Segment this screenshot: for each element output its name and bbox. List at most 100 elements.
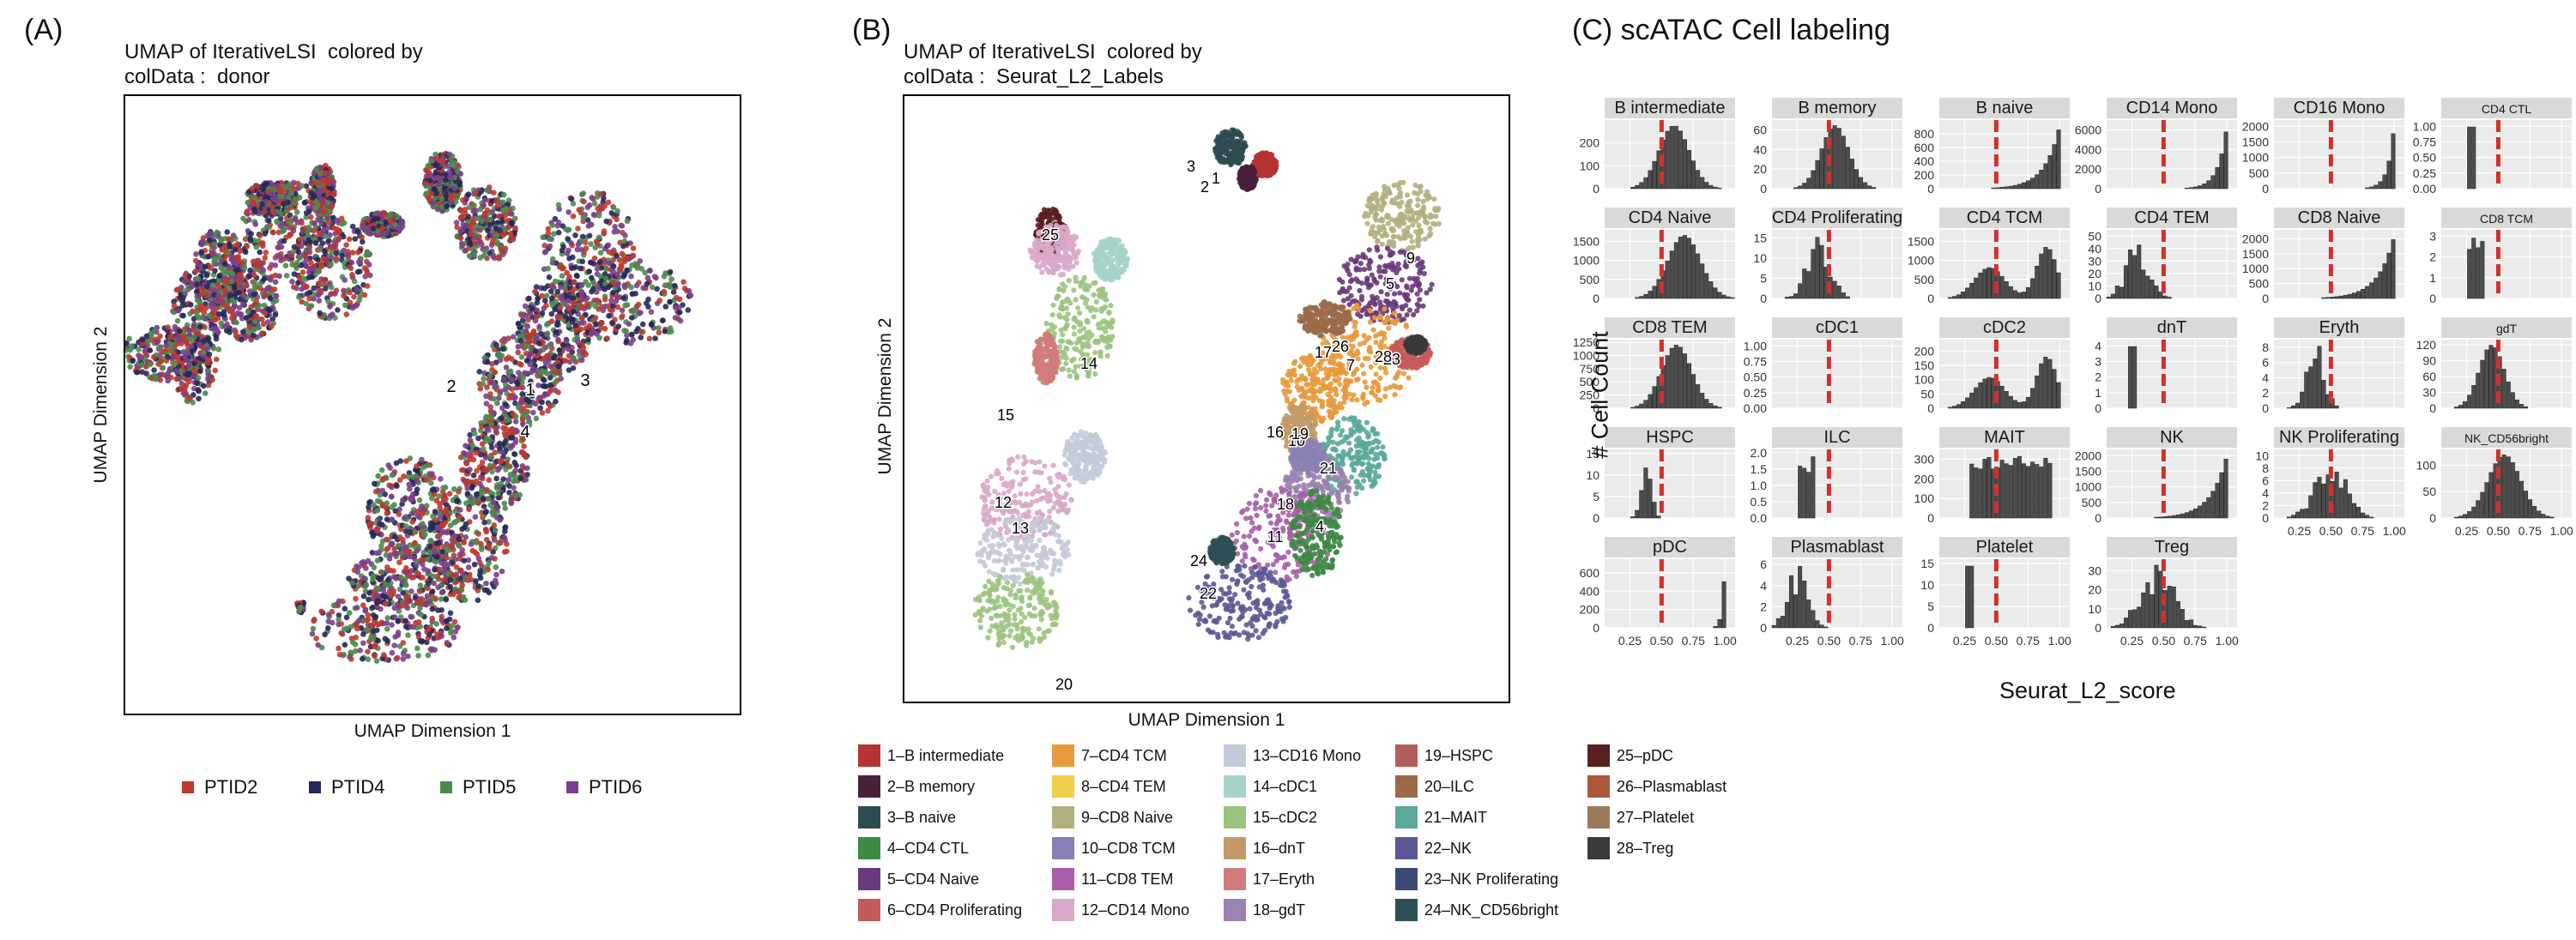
y-tick-label: 600	[1580, 566, 1600, 580]
facet-title: NK_CD56bright	[2464, 431, 2549, 445]
histogram-bar	[1635, 406, 1640, 409]
histogram-bar	[1806, 472, 1811, 519]
facet-title: NK	[2160, 428, 2184, 447]
legend-label: PTID2	[204, 776, 258, 798]
y-tick-label: 8	[2262, 461, 2269, 475]
histogram-bar	[1951, 296, 1956, 299]
histogram-bar	[2347, 493, 2352, 519]
facet-strip	[2441, 98, 2572, 118]
histogram-bar	[1682, 353, 1687, 409]
histogram-bar	[2167, 515, 2172, 519]
x-tick-label: 1.00	[1714, 634, 1737, 648]
histogram-bar	[2026, 286, 2031, 299]
y-tick-label: 0	[1760, 621, 1767, 635]
legend-swatch	[1395, 775, 1418, 798]
celltype-legend-item: 4–CD4 CTL	[858, 837, 969, 859]
celltype-legend-item: 22–NK	[1395, 837, 1472, 859]
legend-label: 22–NK	[1424, 839, 1472, 857]
histogram-bar	[1648, 394, 1653, 409]
umap-a-ylabel: UMAP Dimension 2	[91, 326, 111, 484]
histogram-bar	[2369, 186, 2374, 190]
histogram-bar	[1965, 397, 1970, 409]
celltype-legend-item: 17–Eryth	[1224, 868, 1315, 890]
legend-label: PTID5	[463, 776, 517, 798]
histogram-bar	[2286, 516, 2291, 519]
histogram-bar	[1713, 626, 1718, 629]
x-tick-label: 0.25	[1786, 634, 1809, 648]
y-tick-label: 2000	[2242, 232, 2269, 245]
y-tick-label: 30	[2088, 254, 2101, 268]
histogram-bar	[2215, 483, 2220, 519]
facet-title: Platelet	[1976, 538, 2034, 557]
y-tick-label: 20	[1753, 162, 1767, 176]
celltype-legend-item: 8–CD4 TEM	[1052, 775, 1166, 798]
histogram-bar	[2198, 625, 2203, 629]
legend-swatch	[1224, 744, 1246, 767]
y-tick-label: 300	[1914, 452, 1935, 466]
y-tick-label: 2000	[2242, 119, 2269, 133]
facet-strip	[1605, 317, 1735, 338]
facet-cd4-naive: CD4 Naive 0 500 1000 1500	[1573, 208, 1735, 305]
y-tick-label: 2	[2262, 386, 2269, 400]
facet-plasmablast: Plasmablast 0 2 4 6 0.25 0.50 0.75 1.00	[1760, 537, 1904, 648]
histogram-bar	[1682, 139, 1687, 190]
y-tick-label: 4	[2262, 486, 2269, 500]
celltype-legend-item: 12–CD14 Mono	[1052, 899, 1189, 921]
y-tick-label: 200	[1914, 472, 1935, 485]
histogram-bar	[1713, 405, 1718, 409]
umap-b-title: UMAP of IterativeLSI colored by colData …	[904, 40, 1202, 88]
histogram-bar	[2047, 155, 2053, 190]
legend-label: 1–B intermediate	[887, 746, 1005, 764]
histogram-bar	[1678, 236, 1683, 299]
legend-swatch	[1052, 806, 1074, 829]
celltype-legend-item: 25–pDC	[1587, 744, 1673, 767]
umap-a-cluster-label: 4	[520, 423, 529, 442]
histogram-bar	[1643, 177, 1648, 190]
histogram-bar	[2158, 291, 2163, 299]
legend-swatch	[1224, 837, 1246, 859]
histogram-bar	[2295, 402, 2301, 409]
legend-label: 15–cDC2	[1253, 808, 1318, 826]
histogram-bar	[2519, 480, 2524, 519]
histogram-bar	[1687, 149, 1692, 190]
histogram-bar	[2154, 516, 2159, 519]
celltype-legend-item: 27–Platelet	[1587, 806, 1694, 829]
histogram-bar	[2008, 465, 2013, 519]
histogram-bar	[1978, 382, 1983, 409]
histogram-bar	[2365, 187, 2370, 190]
histogram-bar	[1969, 463, 1974, 519]
histogram-bar	[2537, 510, 2542, 519]
legend-swatch	[1052, 837, 1074, 859]
histogram-bar	[2017, 455, 2022, 519]
y-tick-label: 1.00	[1744, 339, 1767, 352]
facet-title: NK Proliferating	[2279, 428, 2399, 447]
histogram-bar	[2039, 169, 2044, 190]
celltype-legend-item: 13–CD16 Mono	[1224, 744, 1361, 767]
histogram-bar	[2210, 491, 2216, 519]
histogram-bar	[1806, 271, 1811, 299]
y-tick-label: 3	[2095, 354, 2101, 368]
histogram-bar	[2017, 184, 2022, 190]
histogram-bar	[2467, 126, 2472, 190]
y-tick-label: 0	[2429, 401, 2436, 415]
histogram-bar	[2043, 457, 2048, 519]
umap-a-points	[125, 151, 694, 664]
umap-b-cluster-label: 21	[1320, 460, 1337, 477]
legend-label: 12–CD14 Mono	[1081, 901, 1190, 919]
histogram-bar	[2458, 405, 2464, 409]
histogram-bar	[2202, 184, 2207, 190]
histogram-bar	[2047, 462, 2053, 519]
histogram-bar	[2386, 160, 2392, 190]
histogram-bar	[1986, 267, 1992, 299]
x-tick-label: 0.50	[1985, 634, 2008, 648]
histogram-bar	[2030, 178, 2035, 190]
histogram-bar	[1708, 184, 1714, 190]
histogram-bar	[2022, 182, 2027, 190]
y-tick-label: 0	[2095, 511, 2101, 525]
panel-label-a: (A)	[24, 14, 63, 46]
histogram-bar	[2524, 406, 2529, 409]
x-tick-label: 0.75	[2017, 634, 2040, 648]
umap-b-cluster-label: 9	[1406, 250, 1415, 267]
y-tick-label: 200	[1914, 344, 1935, 358]
